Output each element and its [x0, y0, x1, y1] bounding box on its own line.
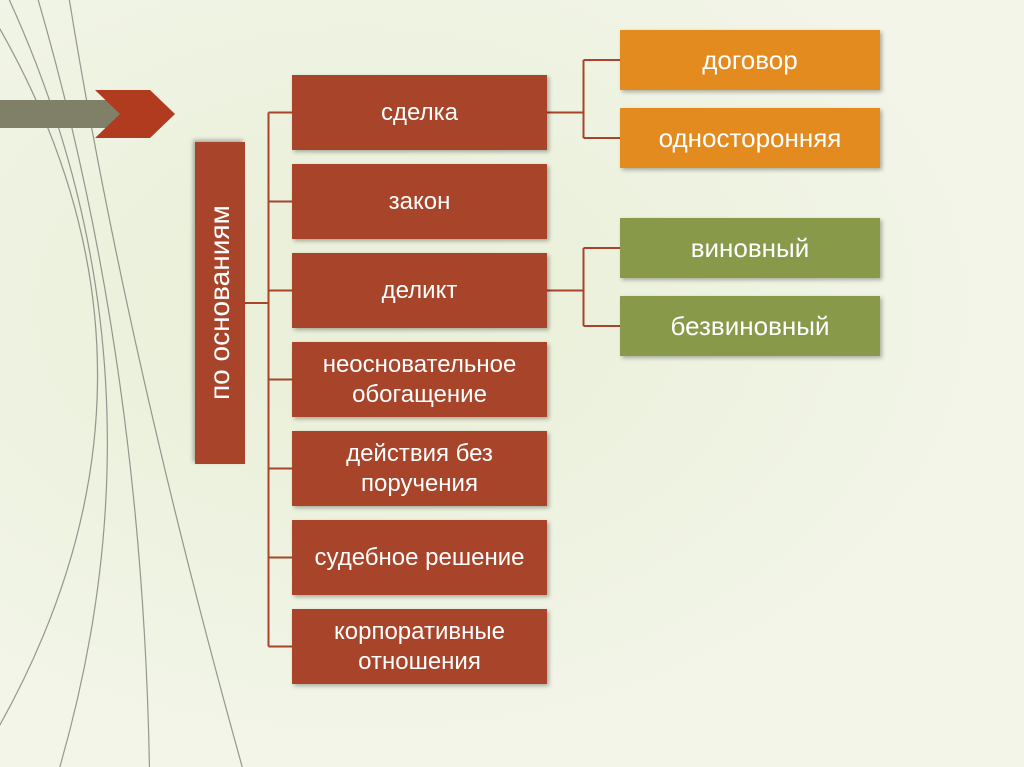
right-node: безвиновный	[620, 296, 880, 356]
right-node-label: односторонняя	[659, 122, 842, 155]
mid-node-label: сделка	[381, 98, 458, 128]
mid-node: деликт	[292, 253, 547, 328]
mid-node: сделка	[292, 75, 547, 150]
mid-node-label: действия без поручения	[298, 439, 541, 499]
right-node-label: виновный	[691, 232, 810, 265]
mid-node: закон	[292, 164, 547, 239]
right-node-label: безвиновный	[671, 310, 830, 343]
mid-node-label: неосновательное обогащение	[298, 350, 541, 410]
mid-node: неосновательное обогащение	[292, 342, 547, 417]
mid-node-label: судебное решение	[315, 543, 525, 573]
mid-node-label: закон	[389, 187, 451, 217]
right-node-label: договор	[702, 44, 797, 77]
right-node: виновный	[620, 218, 880, 278]
root-node: по основаниям	[195, 142, 245, 464]
mid-node: действия без поручения	[292, 431, 547, 506]
mid-node-label: корпоративные отношения	[298, 617, 541, 677]
root-label: по основаниям	[204, 206, 236, 401]
right-node: договор	[620, 30, 880, 90]
right-node: односторонняя	[620, 108, 880, 168]
arrow-tag	[0, 90, 175, 138]
mid-node: судебное решение	[292, 520, 547, 595]
mid-node: корпоративные отношения	[292, 609, 547, 684]
mid-node-label: деликт	[382, 276, 458, 306]
